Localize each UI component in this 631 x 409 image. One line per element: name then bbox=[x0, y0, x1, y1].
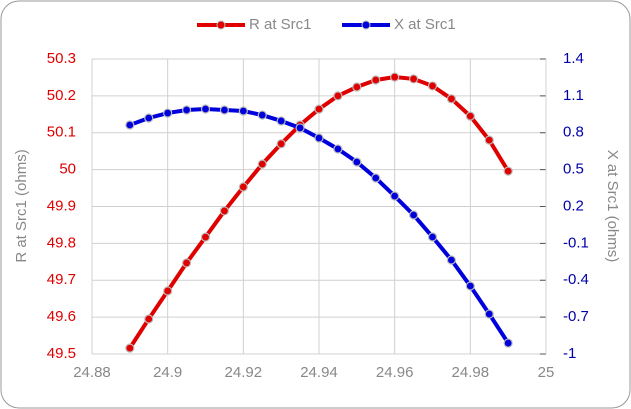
point bbox=[484, 309, 494, 319]
point bbox=[181, 258, 192, 268]
point bbox=[238, 106, 248, 116]
point bbox=[125, 120, 135, 130]
y-tick-label: 49.8 bbox=[47, 234, 76, 251]
point bbox=[163, 286, 173, 296]
point bbox=[314, 133, 324, 143]
point bbox=[446, 255, 457, 265]
point bbox=[238, 182, 248, 192]
point bbox=[427, 232, 438, 242]
y2-tick-label: 0.2 bbox=[563, 197, 584, 214]
point bbox=[446, 94, 457, 104]
point bbox=[408, 210, 419, 220]
x-tick-label: 24.94 bbox=[300, 364, 338, 381]
x-tick-label: 25 bbox=[538, 364, 555, 381]
y2-tick-label: 0.5 bbox=[563, 161, 584, 178]
point bbox=[257, 110, 267, 120]
y2-tick-label: -0.4 bbox=[563, 271, 589, 288]
point bbox=[408, 74, 419, 84]
point bbox=[465, 281, 475, 291]
y-tick-label: 49.5 bbox=[47, 345, 76, 362]
point bbox=[333, 91, 343, 101]
point bbox=[257, 159, 267, 169]
point bbox=[200, 232, 211, 242]
y2-tick-label: -0.1 bbox=[563, 234, 589, 251]
point bbox=[314, 104, 324, 114]
y2-tick-label: -0.7 bbox=[563, 308, 589, 325]
x-tick-label: 24.98 bbox=[452, 364, 490, 381]
point bbox=[144, 314, 154, 324]
point bbox=[352, 157, 362, 167]
y2-tick-label: 1.4 bbox=[563, 50, 584, 67]
legend-label: X at Src1 bbox=[394, 16, 456, 33]
point bbox=[163, 108, 173, 118]
point bbox=[125, 343, 135, 353]
y-tick-label: 50.3 bbox=[47, 50, 76, 67]
point bbox=[390, 72, 400, 82]
point bbox=[219, 206, 230, 216]
point bbox=[276, 139, 286, 149]
point bbox=[144, 113, 154, 123]
x-tick-label: 24.9 bbox=[153, 364, 182, 381]
point bbox=[371, 75, 381, 85]
y-tick-label: 49.9 bbox=[47, 197, 76, 214]
point bbox=[371, 173, 381, 183]
point bbox=[352, 82, 362, 92]
y-tick-label: 49.6 bbox=[47, 308, 76, 325]
y-tick-label: 50.2 bbox=[47, 87, 76, 104]
point bbox=[333, 144, 343, 154]
point bbox=[390, 191, 400, 201]
point bbox=[219, 105, 230, 115]
x-tick-label: 24.96 bbox=[376, 364, 414, 381]
y-axis-label: R at Src1 (ohms) bbox=[13, 149, 30, 262]
point bbox=[503, 338, 513, 348]
x-tick-label: 24.92 bbox=[225, 364, 263, 381]
y2-axis-label: X at Src1 (ohms) bbox=[604, 150, 621, 263]
y-tick-label: 49.7 bbox=[47, 271, 76, 288]
point bbox=[276, 116, 286, 126]
legend-label: R at Src1 bbox=[249, 16, 312, 33]
y2-tick-label: 1.1 bbox=[563, 87, 584, 104]
point bbox=[295, 123, 305, 133]
point bbox=[200, 104, 211, 114]
point bbox=[484, 135, 494, 145]
legend-marker bbox=[216, 20, 226, 30]
point bbox=[503, 166, 513, 176]
x-tick-label: 24.88 bbox=[73, 364, 111, 381]
y2-tick-label: 0.8 bbox=[563, 124, 584, 141]
y2-tick-label: -1 bbox=[563, 345, 576, 362]
point bbox=[181, 105, 192, 115]
legend-marker bbox=[361, 20, 371, 30]
point bbox=[427, 81, 438, 91]
y-tick-label: 50 bbox=[59, 161, 76, 178]
point bbox=[465, 111, 475, 121]
y-tick-label: 50.1 bbox=[47, 124, 76, 141]
